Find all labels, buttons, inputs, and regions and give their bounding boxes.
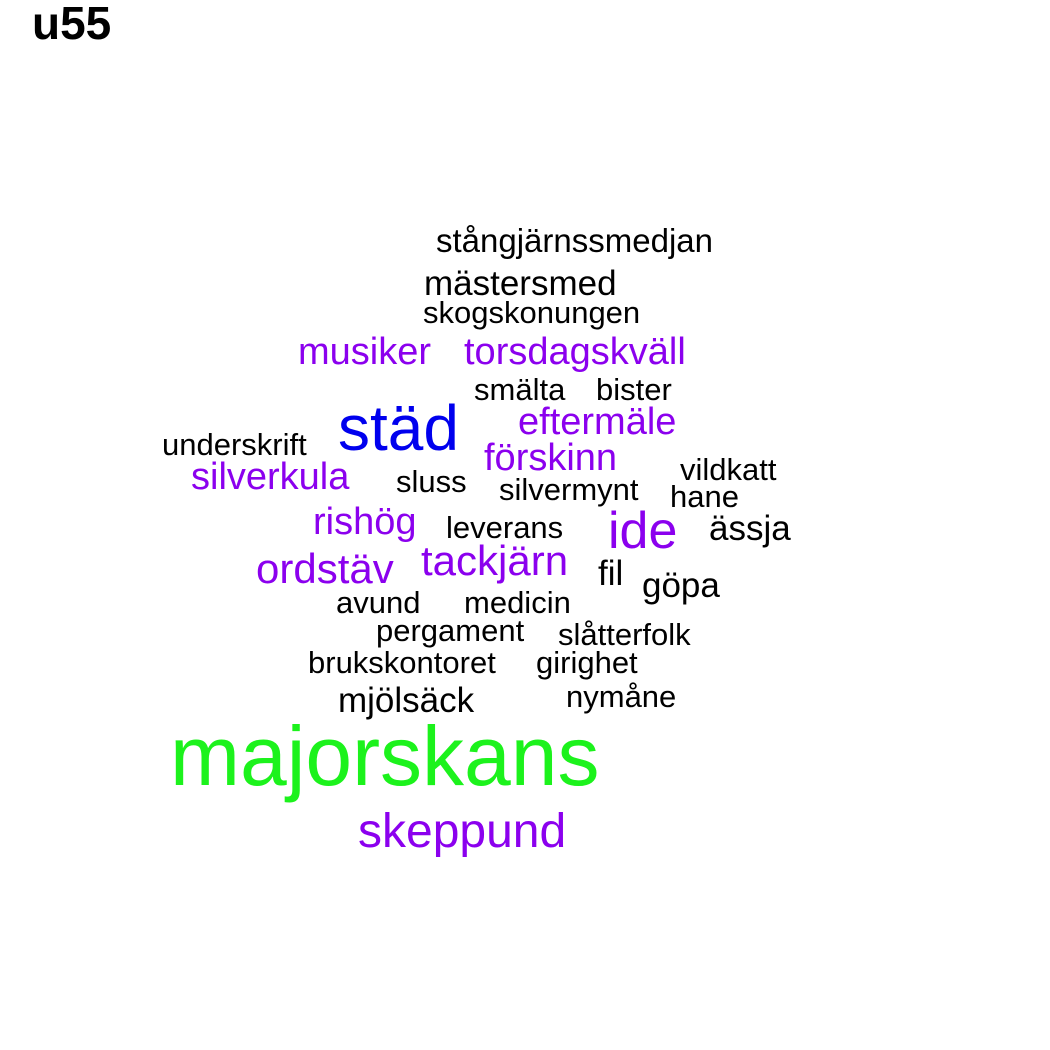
word-1: stångjärnssmedjan bbox=[436, 222, 713, 259]
word-32: nymåne bbox=[566, 679, 676, 714]
word-29: brukskontoret bbox=[308, 645, 496, 680]
word-26: medicin bbox=[464, 585, 571, 620]
word-28: slåtterfolk bbox=[558, 617, 691, 652]
word-34: skeppund bbox=[358, 805, 566, 858]
word-10: underskrift bbox=[162, 427, 307, 462]
word-24: göpa bbox=[642, 566, 720, 605]
word-11: förskinn bbox=[484, 437, 617, 479]
word-17: rishög bbox=[313, 501, 417, 543]
word-3: skogskonungen bbox=[423, 295, 640, 330]
word-5: torsdagskväll bbox=[464, 331, 686, 373]
word-30: girighet bbox=[536, 645, 638, 680]
word-16: hane bbox=[670, 479, 739, 514]
word-8: städ bbox=[338, 392, 459, 464]
word-25: avund bbox=[336, 585, 420, 620]
word-12: vildkatt bbox=[680, 452, 777, 487]
word-9: eftermäle bbox=[518, 401, 676, 443]
word-7: bister bbox=[596, 372, 672, 407]
word-14: sluss bbox=[396, 464, 467, 499]
word-21: ordstäv bbox=[256, 545, 394, 592]
word-cloud-title: u55 bbox=[32, 0, 112, 49]
word-4: musiker bbox=[298, 331, 431, 373]
word-18: leverans bbox=[446, 510, 563, 545]
word-2: mästersmed bbox=[424, 264, 617, 303]
word-33: majorskans bbox=[170, 709, 599, 803]
word-27: pergament bbox=[376, 613, 525, 648]
word-22: tackjärn bbox=[421, 537, 568, 584]
word-20: ässja bbox=[709, 509, 791, 548]
word-13: silverkula bbox=[191, 456, 350, 498]
word-6: smälta bbox=[474, 372, 566, 407]
word-15: silvermynt bbox=[499, 472, 639, 507]
word-31: mjölsäck bbox=[338, 681, 475, 720]
word-19: ide bbox=[608, 502, 677, 560]
word-23: fil bbox=[598, 554, 623, 593]
